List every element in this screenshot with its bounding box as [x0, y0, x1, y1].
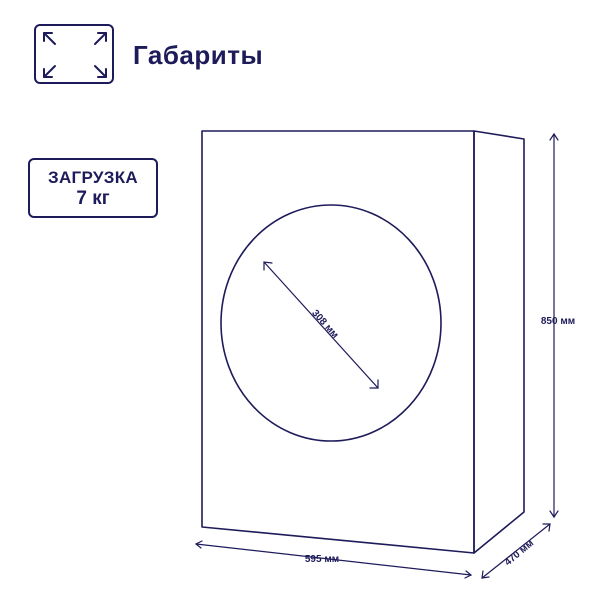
- load-label: ЗАГРУЗКА: [48, 168, 138, 187]
- width-arrow: [194, 540, 473, 579]
- door-diameter-arrow: [263, 261, 379, 389]
- door-diameter-label: 308 мм: [309, 308, 340, 341]
- expand-arrows-graphic: [43, 32, 107, 78]
- height-arrow: [549, 132, 559, 519]
- expand-arrows-icon: [34, 24, 114, 84]
- washer-door: [220, 204, 442, 442]
- width-label: 595 мм: [305, 554, 339, 565]
- load-capacity-badge: ЗАГРУЗКА 7 кг: [28, 158, 158, 218]
- washer-front-face: [201, 130, 475, 554]
- page-title: Габариты: [133, 40, 264, 70]
- height-label: 850 мм: [541, 316, 575, 327]
- depth-label: 470 мм: [503, 538, 536, 568]
- depth-arrow: [481, 523, 551, 579]
- washer-side-face: [473, 130, 525, 554]
- load-value: 7 кг: [76, 188, 110, 209]
